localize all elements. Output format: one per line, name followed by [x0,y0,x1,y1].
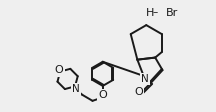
Text: O: O [55,66,64,75]
Text: O: O [98,90,107,100]
Text: N: N [141,74,149,84]
Text: H: H [146,8,154,18]
Text: N: N [72,84,80,94]
Text: O: O [135,87,143,97]
Text: –: – [152,7,158,17]
Text: Br: Br [166,8,178,18]
